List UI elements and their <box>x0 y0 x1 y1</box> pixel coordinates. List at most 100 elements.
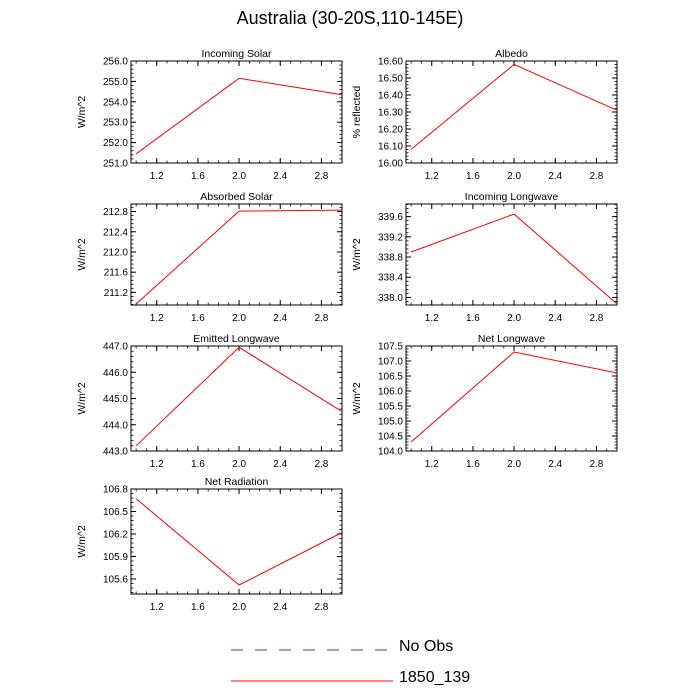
panel-1-x-tick-label: 1.6 <box>191 171 205 182</box>
panel-7-x-tick-label: 2.0 <box>232 602 246 613</box>
panel-6-x-tick-label: 2.8 <box>589 459 603 470</box>
panel-7-series-line <box>135 498 343 586</box>
panel-2-title: Albedo <box>495 48 528 60</box>
panel-4-x-tick-label: 1.2 <box>425 313 439 324</box>
panel-1-y-tick-label: 252.0 <box>103 138 128 149</box>
panel-6-y-tick-label: 105.5 <box>378 402 403 413</box>
panel-1-y-tick-label: 251.0 <box>103 159 128 170</box>
panel-4-y-axis-label: W/m^2 <box>351 238 363 271</box>
panel-4-title: Incoming Longwave <box>465 191 559 203</box>
panel-4-y-tick-label: 339.2 <box>378 232 403 243</box>
panel-6-x-tick-label: 1.6 <box>466 459 480 470</box>
panel-1-x-tick-label: 1.2 <box>150 171 164 182</box>
panel-4-x-tick-label: 1.6 <box>466 313 480 324</box>
panel-1-x-tick-label: 2.4 <box>273 171 287 182</box>
legend-label-no-obs: No Obs <box>399 638 454 655</box>
panel-4-x-tick-label: 2.0 <box>507 313 521 324</box>
panel-5-y-tick-label: 445.0 <box>103 394 128 405</box>
panel-3-x-tick-label: 2.0 <box>232 313 246 324</box>
panel-2-y-tick-label: 16.30 <box>378 108 403 119</box>
panel-3-y-tick-label: 212.8 <box>103 207 128 218</box>
panel-1-y-tick-label: 254.0 <box>103 97 128 108</box>
legend-label-1850-139: 1850_139 <box>399 669 471 686</box>
panel-2-y-tick-label: 16.00 <box>378 159 403 170</box>
panel-5-x-tick-label: 1.2 <box>150 459 164 470</box>
panel-2-y-tick-label: 16.40 <box>378 91 403 102</box>
panel-5-x-tick-label: 2.4 <box>273 459 287 470</box>
panel-2-x-tick-label: 2.8 <box>589 171 603 182</box>
panel-6-y-axis-label: W/m^2 <box>351 382 363 415</box>
panel-1-x-tick-label: 2.0 <box>232 171 246 182</box>
panel-3-series-line <box>135 209 343 305</box>
panel-4-y-tick-label: 339.6 <box>378 212 403 223</box>
panel-3-title: Absorbed Solar <box>200 191 273 203</box>
panel-7-y-tick-label: 106.2 <box>103 530 128 541</box>
panel-7-title: Net Radiation <box>205 476 269 488</box>
panel-6-y-tick-label: 106.0 <box>378 387 403 398</box>
panel-7-x-tick-label: 2.8 <box>314 602 328 613</box>
panel-6-title: Net Longwave <box>478 333 545 345</box>
panel-6-frame <box>405 345 618 452</box>
panel-6-y-tick-label: 106.5 <box>378 372 403 383</box>
panel-6-y-tick-label: 104.0 <box>378 447 403 458</box>
panel-6-series-line <box>410 351 618 443</box>
panel-5-x-tick-label: 2.8 <box>314 459 328 470</box>
panel-2-y-tick-label: 16.50 <box>378 74 403 85</box>
panel-3-y-tick-label: 211.2 <box>104 288 129 299</box>
panel-2-x-tick-label: 1.6 <box>466 171 480 182</box>
panel-7-x-tick-label: 1.6 <box>191 602 205 613</box>
panel-5-series-line <box>135 346 343 447</box>
panel-3-frame <box>130 203 343 306</box>
panel-7-y-tick-label: 105.9 <box>103 552 128 563</box>
panel-6-x-tick-label: 1.2 <box>425 459 439 470</box>
panel-4-x-tick-label: 2.8 <box>589 313 603 324</box>
panel-5-y-tick-label: 443.0 <box>103 447 128 458</box>
panel-1-y-axis-label: W/m^2 <box>76 96 88 129</box>
panel-1-y-tick-label: 256.0 <box>103 57 128 68</box>
panel-2-y-tick-label: 16.20 <box>378 125 403 136</box>
panel-3-x-tick-label: 1.2 <box>150 313 164 324</box>
panel-4-y-tick-label: 338.4 <box>378 273 403 284</box>
panel-2-y-tick-label: 16.10 <box>378 142 403 153</box>
panel-4-y-tick-label: 338.8 <box>378 253 403 264</box>
panel-2-x-tick-label: 1.2 <box>425 171 439 182</box>
panel-1-title: Incoming Solar <box>201 48 272 60</box>
panel-2-x-tick-label: 2.0 <box>507 171 521 182</box>
panel-5-x-tick-label: 2.0 <box>232 459 246 470</box>
panel-1-frame <box>130 60 343 164</box>
panel-6-y-tick-label: 104.5 <box>378 432 403 443</box>
panel-7-y-axis-label: W/m^2 <box>76 525 88 558</box>
panel-5-title: Emitted Longwave <box>193 333 280 345</box>
panel-1-x-tick-label: 2.8 <box>314 171 328 182</box>
panel-6-x-tick-label: 2.0 <box>507 459 521 470</box>
panel-7-x-tick-label: 2.4 <box>273 602 287 613</box>
panel-4-series-line <box>410 213 618 305</box>
panel-6-y-tick-label: 107.0 <box>378 357 403 368</box>
panel-2-y-axis-label: % reflected <box>351 86 363 139</box>
figure-title: Australia (30-20S,110-145E) <box>236 8 464 28</box>
panel-3-x-tick-label: 2.4 <box>273 313 287 324</box>
panel-4-frame <box>405 203 618 306</box>
panel-5-x-tick-label: 1.6 <box>191 459 205 470</box>
panel-2-y-tick-label: 16.60 <box>378 57 403 68</box>
panel-7-y-tick-label: 106.8 <box>103 485 128 496</box>
panel-2-frame <box>405 60 618 164</box>
panel-4-x-tick-label: 2.4 <box>548 313 562 324</box>
panel-3-y-axis-label: W/m^2 <box>76 238 88 271</box>
panel-7-x-tick-label: 1.2 <box>150 602 164 613</box>
panel-3-y-tick-label: 212.0 <box>103 247 128 258</box>
panel-5-y-tick-label: 447.0 <box>103 342 128 353</box>
panel-4-y-tick-label: 338.0 <box>378 293 403 304</box>
panel-6-x-tick-label: 2.4 <box>548 459 562 470</box>
panel-3-x-tick-label: 2.8 <box>314 313 328 324</box>
panel-1-series-line <box>135 77 343 155</box>
panel-6-y-tick-label: 105.0 <box>378 417 403 428</box>
panel-5-y-axis-label: W/m^2 <box>76 382 88 415</box>
panel-7-frame <box>130 488 343 595</box>
panel-5-frame <box>130 345 343 452</box>
panel-7-y-tick-label: 106.5 <box>103 507 128 518</box>
panel-7-y-tick-label: 105.6 <box>103 575 128 586</box>
panel-6-y-tick-label: 107.5 <box>378 342 403 353</box>
panel-1-y-tick-label: 255.0 <box>103 77 128 88</box>
